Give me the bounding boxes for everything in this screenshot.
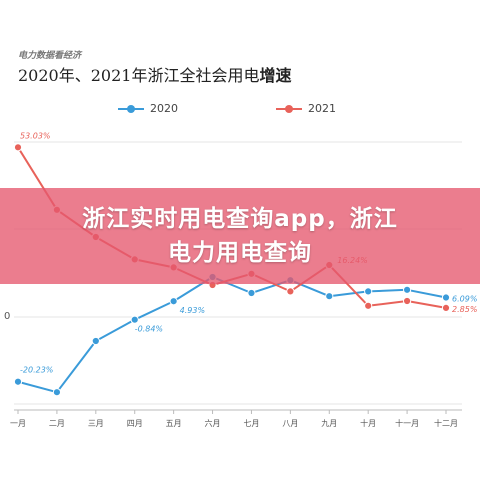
data-label-2021: 53.03% bbox=[20, 131, 51, 140]
series-line-2020 bbox=[17, 276, 447, 394]
x-tick-label: 二月 bbox=[49, 419, 65, 428]
x-tick-label: 五月 bbox=[166, 419, 182, 428]
legend-label-2021: 2021 bbox=[308, 102, 336, 115]
data-point-2020[interactable] bbox=[13, 377, 23, 386]
data-point-2020[interactable] bbox=[52, 388, 62, 397]
data-label-2020: 6.09% bbox=[452, 295, 477, 304]
data-point-2021[interactable] bbox=[441, 303, 451, 312]
legend-swatch-2020 bbox=[118, 104, 144, 114]
x-tick-label: 一月 bbox=[10, 419, 26, 428]
data-point-2021[interactable] bbox=[286, 287, 295, 296]
x-tick-label: 三月 bbox=[88, 419, 104, 428]
data-label-2020: -20.23% bbox=[20, 366, 53, 375]
x-tick-label: 七月 bbox=[243, 419, 259, 428]
chart-title: 2020年、2021年浙江全社会用电增速 bbox=[18, 62, 291, 86]
x-tick-label: 四月 bbox=[127, 419, 143, 428]
banner-line-2: 电力用电查询 bbox=[168, 240, 312, 266]
data-point-2020[interactable] bbox=[169, 297, 178, 306]
data-point-2020[interactable] bbox=[91, 336, 100, 346]
data-point-2021[interactable] bbox=[402, 296, 412, 306]
x-tick-label: 十一月 bbox=[395, 418, 419, 428]
data-point-2020[interactable] bbox=[402, 285, 412, 294]
x-tick-label: 六月 bbox=[205, 418, 221, 428]
legend-label-2020: 2020 bbox=[150, 102, 178, 115]
legend-item-2021[interactable]: 2021 bbox=[276, 102, 336, 115]
x-tick-label: 九月 bbox=[321, 419, 337, 428]
x-tick-label: 八月 bbox=[282, 419, 298, 428]
legend-item-2020[interactable]: 2020 bbox=[118, 102, 178, 115]
chart-subtitle: 电力数据看经济 bbox=[18, 51, 82, 61]
x-axis: 一月 二月 三月 四月 五月 六月 七月 八月 九月 十月 十一月 十二月 bbox=[10, 409, 462, 428]
x-tick-label: 十月 bbox=[360, 418, 376, 428]
x-tick-label: 十二月 bbox=[434, 418, 458, 428]
chart-title-main: 2020年、2021年浙江全社会用电 bbox=[18, 66, 260, 85]
data-point-2020[interactable] bbox=[247, 288, 256, 298]
data-point-2020[interactable] bbox=[325, 292, 334, 301]
chart-legend: 2020 2021 bbox=[0, 102, 480, 122]
data-point-2020[interactable] bbox=[130, 315, 139, 324]
y-tick-label-0: 0 bbox=[4, 311, 11, 322]
data-point-2020[interactable] bbox=[364, 287, 373, 296]
banner-line-1: 浙江实时用电查询app，浙江 bbox=[82, 206, 398, 232]
data-label-2020: 4.93% bbox=[180, 306, 205, 315]
chart-title-bold: 增速 bbox=[259, 66, 292, 85]
data-label-2021: 2.85% bbox=[452, 305, 477, 314]
data-point-2020[interactable] bbox=[441, 293, 451, 302]
data-point-2021[interactable] bbox=[364, 301, 373, 310]
data-label-2020: -0.84% bbox=[135, 325, 163, 334]
overlay-banner: 浙江实时用电查询app，浙江 电力用电查询 bbox=[0, 188, 480, 284]
data-point-2021[interactable] bbox=[13, 143, 23, 152]
legend-swatch-2021 bbox=[276, 104, 302, 114]
